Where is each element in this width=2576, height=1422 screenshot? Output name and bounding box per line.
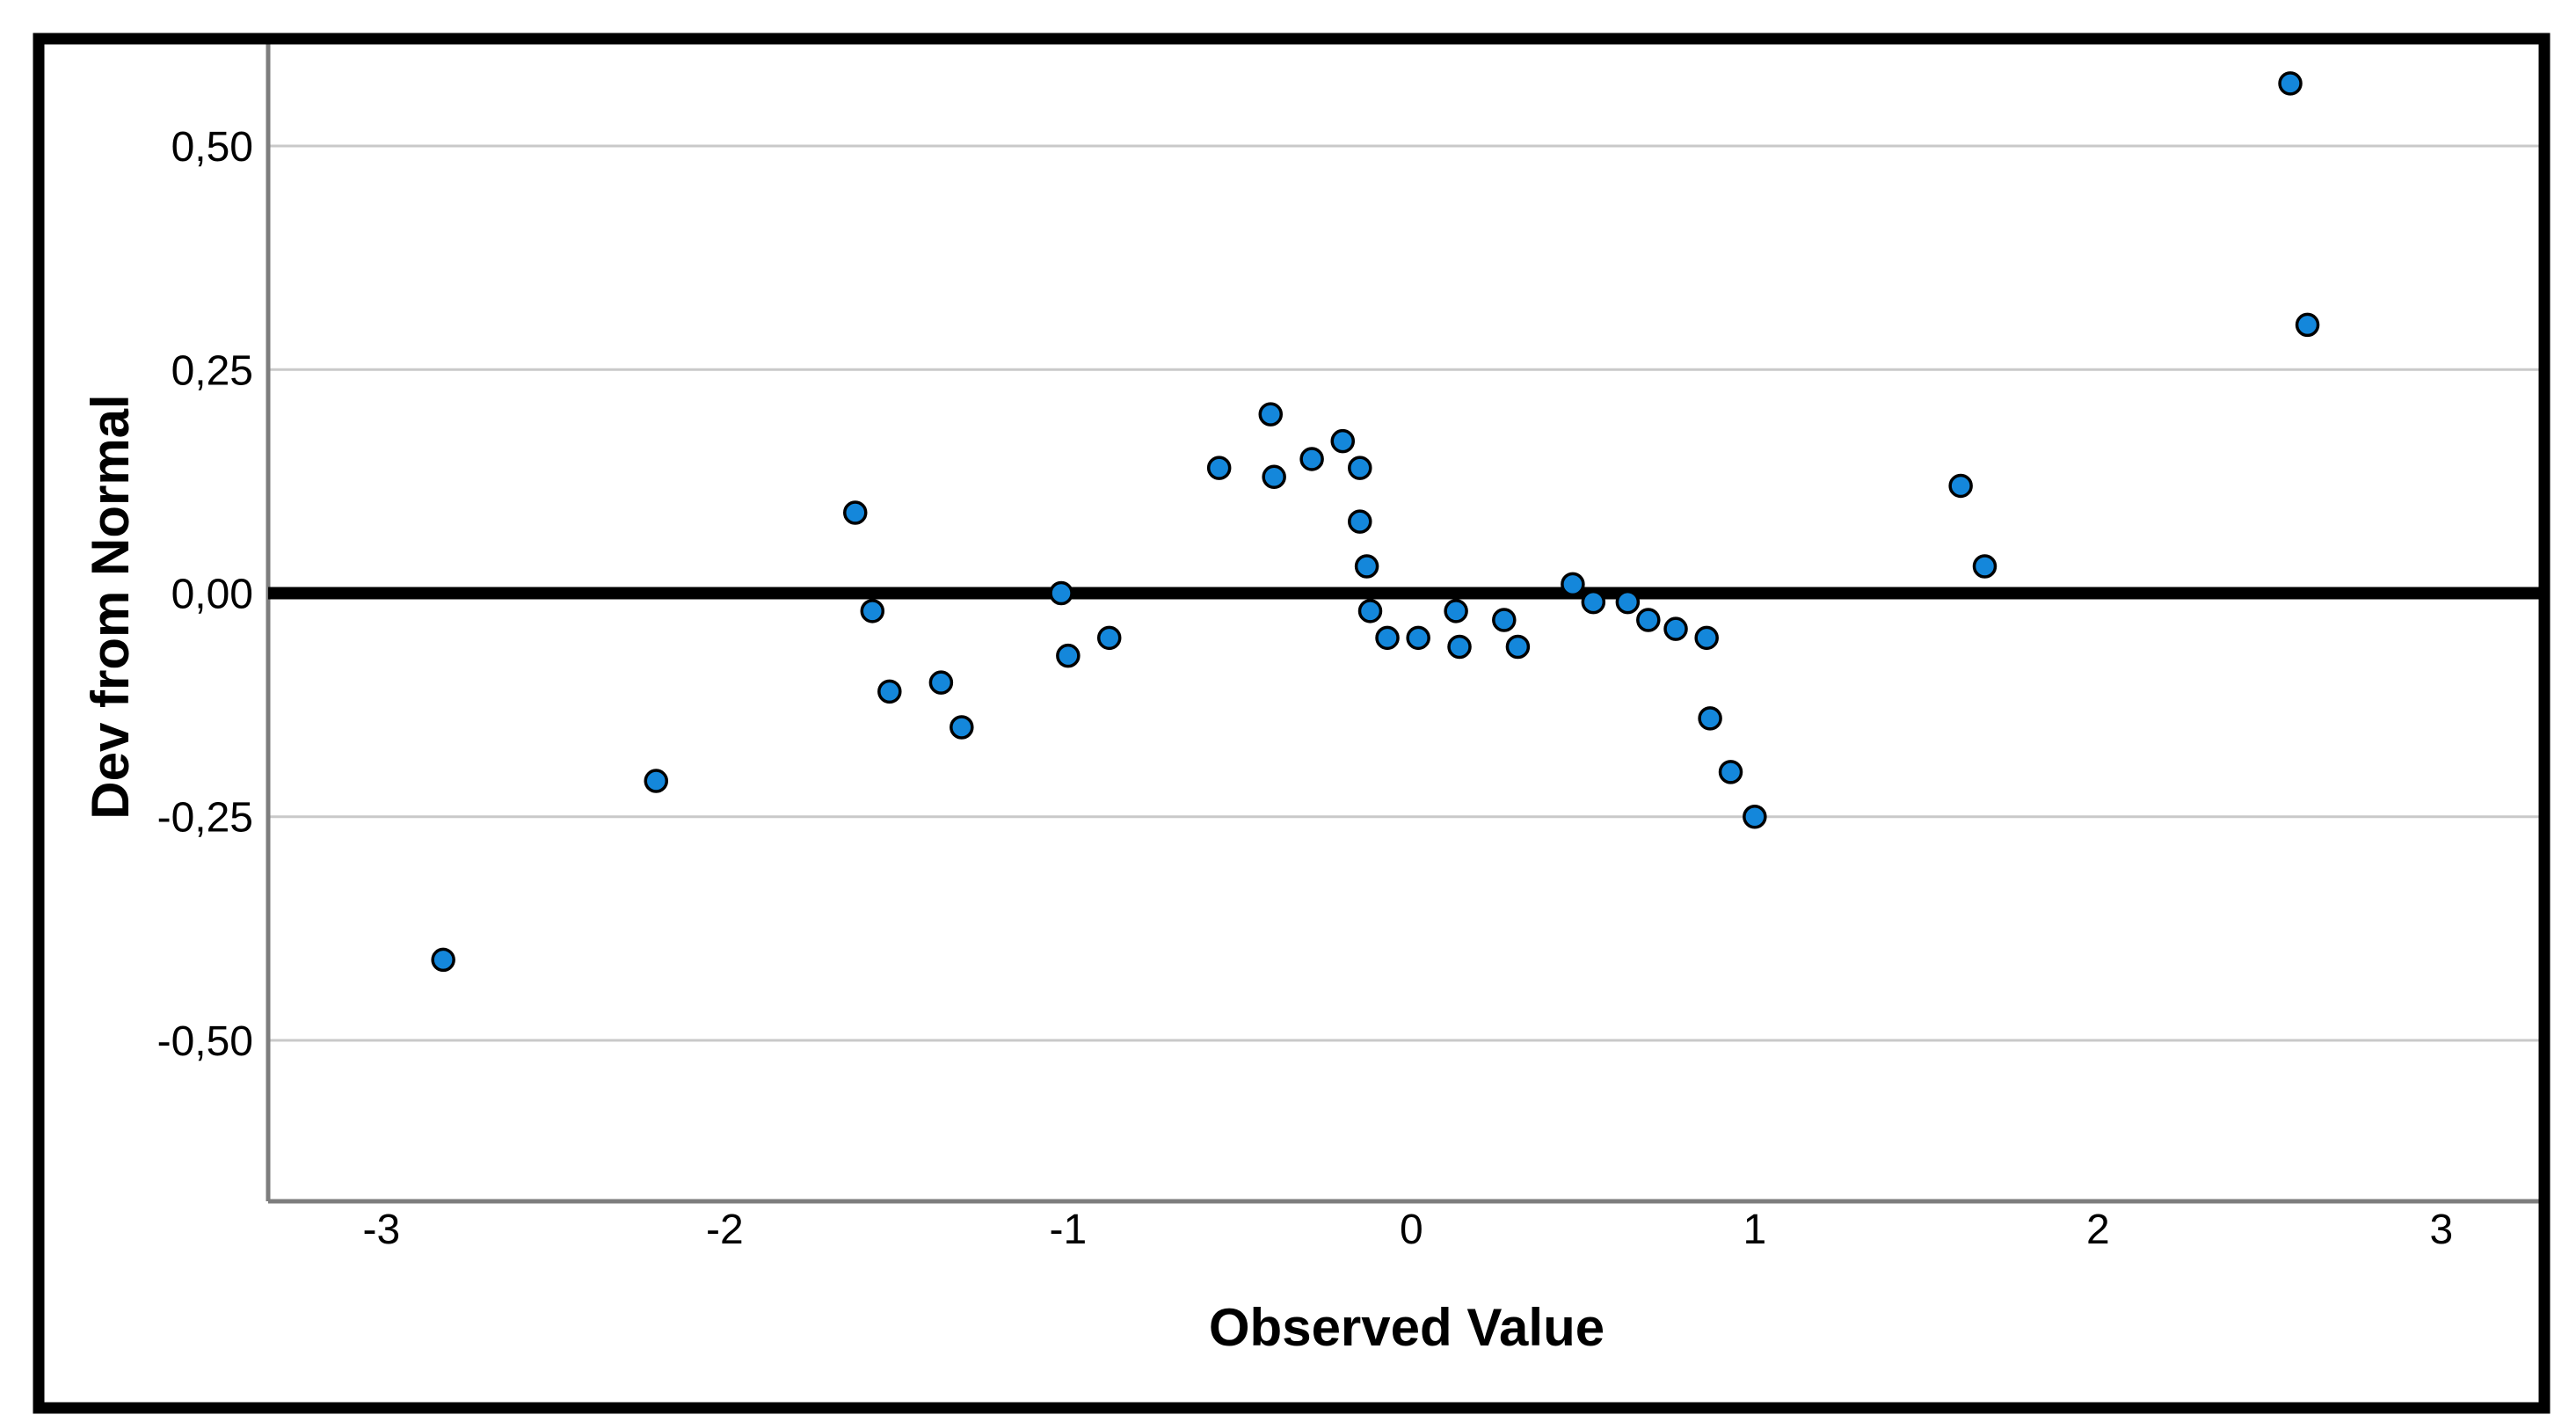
x-tick-label: 3 xyxy=(2429,1207,2453,1253)
data-point xyxy=(2278,71,2303,96)
data-point xyxy=(843,500,868,525)
data-point xyxy=(1505,634,1531,660)
data-point xyxy=(877,679,902,704)
data-point xyxy=(1056,643,1081,668)
data-point xyxy=(1354,554,1379,579)
data-point xyxy=(1663,616,1688,641)
data-point xyxy=(1406,625,1430,651)
data-point xyxy=(1698,706,1722,731)
data-point xyxy=(1581,589,1606,615)
data-point xyxy=(1492,608,1517,632)
data-point-layer xyxy=(431,71,2320,973)
x-tick-label: -2 xyxy=(706,1207,744,1253)
data-point xyxy=(1375,625,1400,651)
figure-border xyxy=(33,33,2551,1414)
axis-layer xyxy=(266,39,2544,1204)
data-point xyxy=(950,715,974,740)
x-axis-title: Observed Value xyxy=(1209,1298,1605,1357)
data-point xyxy=(1636,608,1661,632)
data-point xyxy=(1330,428,1356,454)
y-axis-title: Dev from Normal xyxy=(81,394,140,819)
data-point xyxy=(1258,402,1284,427)
plot-background xyxy=(39,39,2544,1408)
data-point xyxy=(1357,599,1383,623)
x-tick-label: 1 xyxy=(1743,1207,1767,1253)
y-tick-label: 0,00 xyxy=(171,571,253,617)
data-point xyxy=(1718,760,1743,784)
data-point xyxy=(644,769,669,793)
y-tick-label: -0,25 xyxy=(157,795,253,842)
data-point xyxy=(1447,634,1472,660)
data-point xyxy=(1948,473,1973,499)
y-tick-label: -0,50 xyxy=(157,1018,253,1065)
data-point xyxy=(1972,554,1997,579)
x-tick-label: 2 xyxy=(2086,1207,2110,1253)
data-point xyxy=(1206,456,1232,480)
y-tick-label: 0,50 xyxy=(171,124,253,171)
tick-label-layer: 0,50 0,25 0,00 -0,25 -0,50 -3 -2 -1 0 1 2 3 xyxy=(157,124,2454,1253)
y-tick-label: 0,25 xyxy=(171,347,253,394)
data-point xyxy=(2295,312,2320,338)
x-tick-label: -1 xyxy=(1050,1207,1088,1253)
data-point xyxy=(1096,625,1122,651)
x-tick-label: 0 xyxy=(1400,1207,1423,1253)
data-point xyxy=(928,670,954,695)
data-point xyxy=(1299,447,1324,471)
data-point xyxy=(1049,580,1073,606)
data-point xyxy=(1262,464,1286,490)
data-point xyxy=(1743,804,1767,829)
data-point xyxy=(431,947,455,973)
data-point xyxy=(1694,625,1719,651)
x-tick-label: -3 xyxy=(363,1207,401,1253)
data-point xyxy=(1561,572,1585,597)
data-point xyxy=(1348,509,1372,534)
data-point xyxy=(1444,599,1468,623)
data-point xyxy=(860,599,885,623)
data-point xyxy=(1348,456,1372,480)
data-point xyxy=(1615,589,1641,615)
